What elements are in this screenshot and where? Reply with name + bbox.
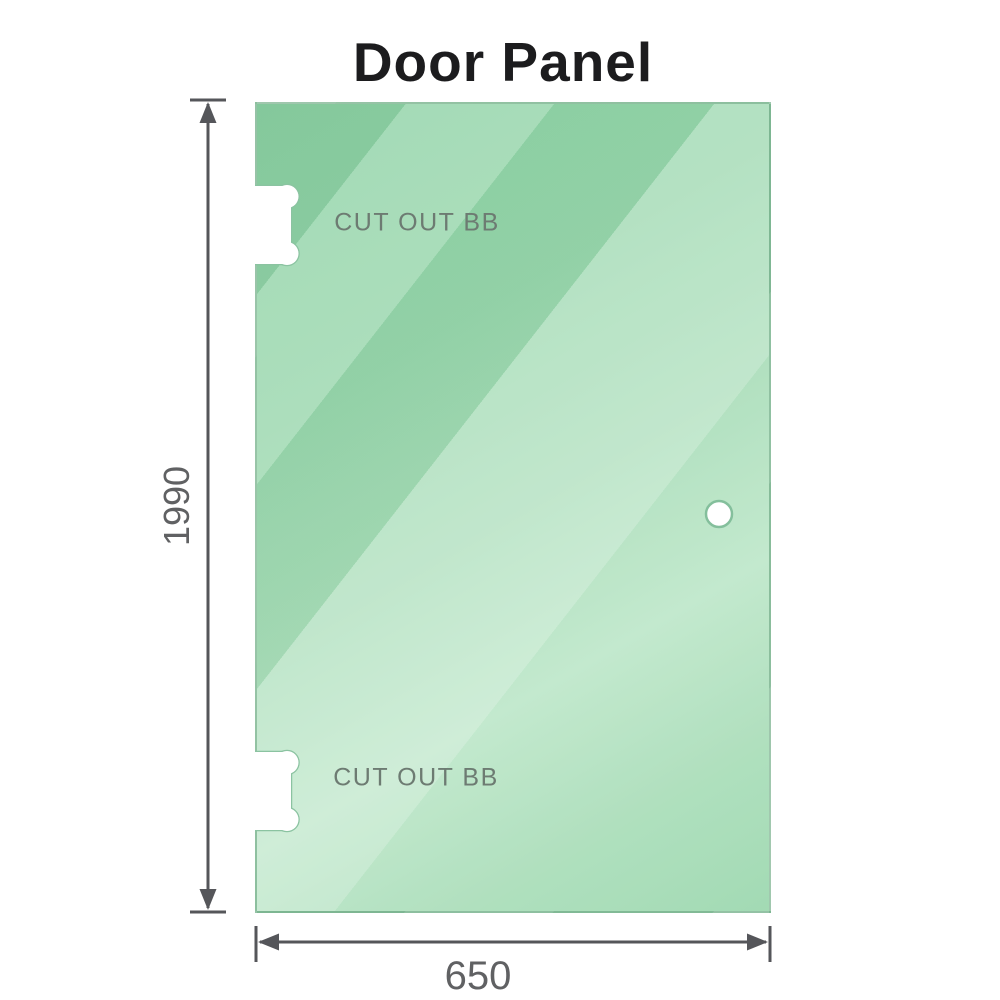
width-dimension-label: 650 xyxy=(444,954,512,998)
height-dimension-label: 1990 xyxy=(156,465,197,547)
width-dimension xyxy=(254,926,772,962)
page-title: Door Panel xyxy=(352,31,654,93)
cutout-top-label: CUT OUT BB xyxy=(334,208,500,237)
cutout-bottom-label: CUT OUT BB xyxy=(333,763,499,792)
door-panel-glass xyxy=(255,102,771,913)
